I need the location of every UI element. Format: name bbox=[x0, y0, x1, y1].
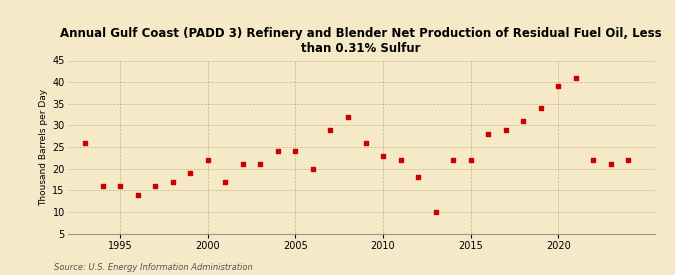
Title: Annual Gulf Coast (PADD 3) Refinery and Blender Net Production of Residual Fuel : Annual Gulf Coast (PADD 3) Refinery and … bbox=[60, 27, 662, 55]
Point bbox=[185, 171, 196, 175]
Point bbox=[535, 106, 546, 110]
Text: Source: U.S. Energy Information Administration: Source: U.S. Energy Information Administ… bbox=[54, 263, 252, 272]
Point bbox=[80, 141, 90, 145]
Point bbox=[483, 132, 493, 136]
Point bbox=[132, 192, 143, 197]
Point bbox=[273, 149, 284, 154]
Point bbox=[605, 162, 616, 167]
Point bbox=[412, 175, 423, 180]
Point bbox=[395, 158, 406, 162]
Point bbox=[202, 158, 213, 162]
Point bbox=[553, 84, 564, 89]
Point bbox=[238, 162, 248, 167]
Point bbox=[500, 128, 511, 132]
Point bbox=[377, 153, 388, 158]
Point bbox=[290, 149, 301, 154]
Point bbox=[588, 158, 599, 162]
Point bbox=[255, 162, 266, 167]
Point bbox=[150, 184, 161, 188]
Point bbox=[518, 119, 529, 123]
Point bbox=[570, 76, 581, 80]
Point bbox=[448, 158, 458, 162]
Point bbox=[465, 158, 476, 162]
Point bbox=[220, 180, 231, 184]
Y-axis label: Thousand Barrels per Day: Thousand Barrels per Day bbox=[39, 89, 48, 206]
Point bbox=[623, 158, 634, 162]
Point bbox=[115, 184, 126, 188]
Point bbox=[97, 184, 108, 188]
Point bbox=[430, 210, 441, 214]
Point bbox=[308, 167, 319, 171]
Point bbox=[167, 180, 178, 184]
Point bbox=[360, 141, 371, 145]
Point bbox=[325, 128, 336, 132]
Point bbox=[343, 115, 354, 119]
